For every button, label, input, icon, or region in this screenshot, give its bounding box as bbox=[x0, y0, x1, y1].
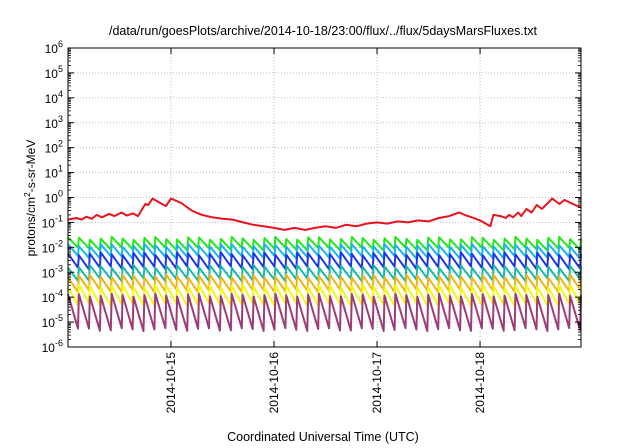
x-tick-label: 2014-10-17 bbox=[370, 352, 384, 414]
y-tick-label: 10-6 bbox=[42, 338, 63, 355]
y-tick-label: 102 bbox=[45, 139, 63, 156]
x-tick-label: 2014-10-15 bbox=[164, 352, 178, 414]
series-line bbox=[67, 292, 582, 333]
y-tick-label: 10-2 bbox=[42, 238, 63, 255]
y-tick-label: 105 bbox=[45, 64, 63, 81]
x-tick-label: 2014-10-16 bbox=[267, 352, 281, 414]
x-tick-label: 2014-10-18 bbox=[473, 352, 487, 414]
x-axis-label: Coordinated Universal Time (UTC) bbox=[227, 430, 419, 444]
y-tick-label: 10-1 bbox=[42, 213, 63, 230]
y-axis-label-rest: -s-sr-MeV bbox=[24, 140, 38, 193]
y-tick-label: 106 bbox=[45, 39, 63, 56]
x-tick-labels: 2014-10-15 2014-10-16 2014-10-17 2014-10-18 bbox=[164, 352, 487, 414]
y-tick-label: 10-5 bbox=[42, 313, 63, 330]
y-tick-label: 104 bbox=[45, 89, 63, 106]
data-series bbox=[67, 197, 582, 333]
y-axis-label-base: protons/cm bbox=[24, 197, 38, 256]
y-axis-label-sup: 2 bbox=[22, 192, 32, 197]
y-tick-label: 10-3 bbox=[42, 263, 63, 280]
y-tick-label: 100 bbox=[45, 189, 63, 206]
y-tick-label: 101 bbox=[45, 164, 63, 181]
y-tick-label: 10-4 bbox=[42, 288, 63, 305]
series-line bbox=[67, 197, 582, 231]
y-tick-labels: 10-6 10-5 10-4 10-3 10-2 10-1 100 101 102 103 104 1… bbox=[42, 39, 63, 355]
chart-title: /data/run/goesPlots/archive/2014-10-18/2… bbox=[109, 24, 538, 38]
axis-ticks bbox=[68, 47, 581, 348]
y-axis-label: protons/cm2-s-sr-MeV bbox=[22, 140, 38, 257]
y-tick-label: 103 bbox=[45, 114, 63, 131]
